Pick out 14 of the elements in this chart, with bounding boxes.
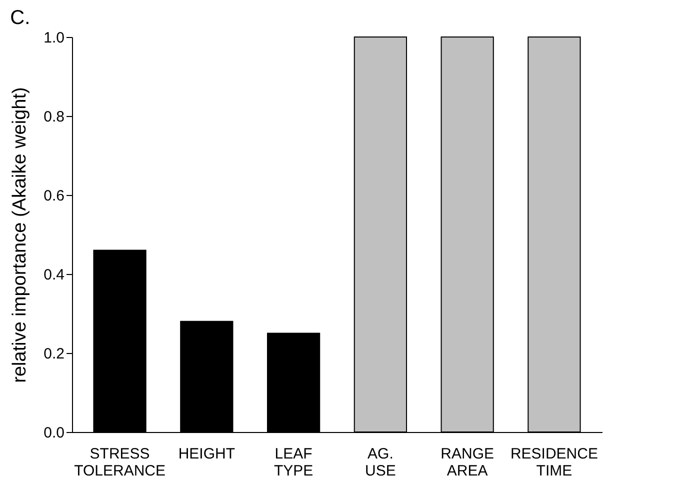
y-axis-title: relative importance (Akaike weight) bbox=[10, 87, 31, 383]
x-tick-label: AG. USE bbox=[365, 446, 396, 480]
x-tick-label: LEAF TYPE bbox=[274, 446, 314, 480]
y-tick-label: 1.0 bbox=[44, 30, 64, 46]
y-tick-label: 0.0 bbox=[44, 424, 64, 442]
x-tick-label: STRESS TOLERANCE bbox=[74, 446, 166, 480]
x-tick-label: RESIDENCE TIME bbox=[510, 446, 598, 480]
y-tick-label: 0.2 bbox=[44, 346, 64, 362]
x-tick-label: RANGE AREA bbox=[440, 446, 494, 480]
x-tick-label: HEIGHT bbox=[178, 446, 236, 462]
y-tick-label: 0.4 bbox=[44, 266, 64, 284]
chart-title: C. bbox=[10, 7, 30, 29]
y-tick-label: 0.6 bbox=[44, 188, 64, 204]
y-tick-label: 0.8 bbox=[44, 108, 64, 126]
